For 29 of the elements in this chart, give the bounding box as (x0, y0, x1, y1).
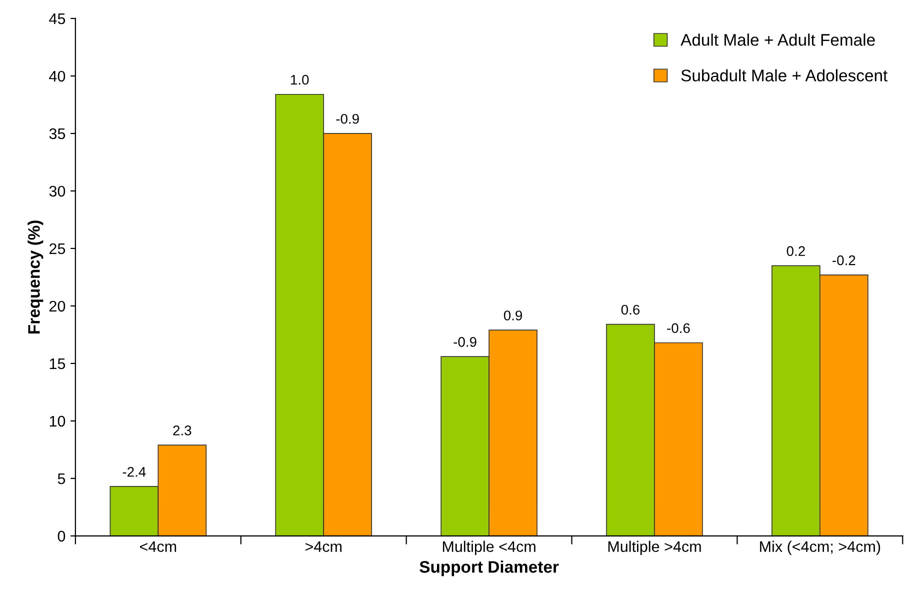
y-tick-label: 35 (49, 128, 66, 140)
annotation: 0.9 (504, 310, 522, 320)
y-tick-label: 15 (50, 358, 66, 370)
annotation: -2.4 (122, 466, 146, 477)
annotation: 2.3 (173, 426, 192, 436)
annotation: -0.2 (832, 255, 856, 266)
legend-label: Subadult Male + Adolescent (681, 69, 888, 82)
x-tick-label: <4cm (140, 541, 176, 552)
y-tick-label: 20 (50, 300, 66, 312)
y-tick-label: 30 (49, 186, 66, 197)
x-tick-label: >4cm (305, 541, 342, 552)
y-tick-label: 45 (49, 14, 66, 24)
x-axis-title: Support Diameter (420, 560, 559, 576)
y-tick-label: 5 (58, 473, 66, 484)
annotation: -0.9 (336, 114, 359, 124)
annotation: 0.2 (786, 246, 805, 256)
x-tick-label: Mix (<4cm; >4cm) (760, 540, 880, 556)
x-tick-label: Multiple >4cm (608, 540, 701, 556)
y-tick-label: 25 (50, 243, 66, 254)
x-tick-label: Multiple <4cm (442, 540, 536, 556)
y-tick-label: 40 (49, 70, 66, 82)
annotation: 1.0 (291, 74, 309, 85)
legend-label: Adult Male + Adult Female (680, 34, 875, 46)
annotation: -0.9 (454, 337, 476, 347)
annotation: -0.6 (667, 323, 690, 334)
y-tick-label: 10 (50, 416, 66, 427)
y-axis-title: Frequency (%) (28, 220, 44, 334)
y-tick-label: 0 (58, 530, 66, 542)
annotation: 0.6 (621, 304, 640, 315)
